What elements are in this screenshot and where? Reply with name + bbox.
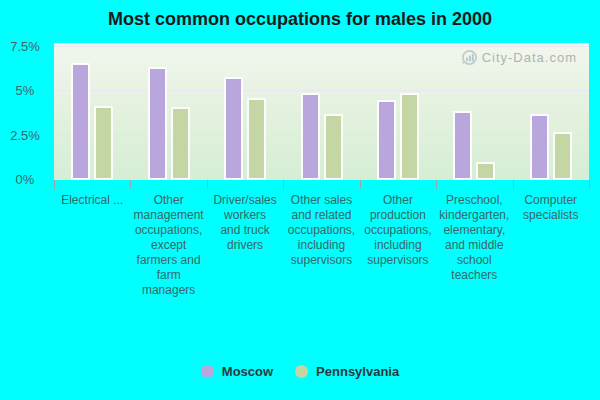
bar-moscow-0 <box>71 63 90 180</box>
plot-area: City-Data.com <box>54 43 589 180</box>
bar-moscow-1 <box>148 67 167 180</box>
gridline <box>54 135 589 136</box>
x-tick-mark <box>589 180 590 189</box>
x-tick-mark <box>513 180 514 189</box>
bar-moscow-2 <box>224 77 243 180</box>
bar-pennsylvania-5 <box>476 162 495 180</box>
legend-dot-icon <box>295 365 308 378</box>
chart: Most common occupations for males in 200… <box>0 0 600 400</box>
y-tick-label: 0% <box>0 172 50 187</box>
x-category-label: Other production occupations, including … <box>360 193 436 268</box>
x-tick-mark <box>283 180 284 189</box>
legend-item-moscow: Moscow <box>201 364 273 379</box>
legend-label: Moscow <box>222 364 273 379</box>
bar-pennsylvania-1 <box>171 107 190 180</box>
gridline <box>54 46 589 47</box>
y-tick-label: 5% <box>0 83 50 98</box>
chart-title: Most common occupations for males in 200… <box>0 9 600 30</box>
y-tick-label: 2.5% <box>0 128 50 143</box>
watermark: City-Data.com <box>461 49 577 66</box>
watermark-text: City-Data.com <box>482 50 577 65</box>
x-category-label: Driver/sales workers and truck drivers <box>207 193 283 253</box>
x-tick-mark <box>130 180 131 189</box>
legend-item-pennsylvania: Pennsylvania <box>295 364 399 379</box>
x-category-label: Computer specialists <box>513 193 589 223</box>
x-tick-mark <box>54 180 55 189</box>
bar-moscow-3 <box>301 93 320 180</box>
bar-pennsylvania-3 <box>324 114 343 180</box>
bar-pennsylvania-2 <box>247 98 266 180</box>
bar-moscow-4 <box>377 100 396 180</box>
x-category-label: Electrical ... <box>54 193 130 208</box>
gridline <box>54 90 589 91</box>
x-category-label: Other sales and related occupations, inc… <box>283 193 359 268</box>
y-tick-label: 7.5% <box>0 39 50 54</box>
x-tick-mark <box>360 180 361 189</box>
legend: Moscow Pennsylvania <box>0 364 600 379</box>
bar-pennsylvania-0 <box>94 106 113 180</box>
legend-dot-icon <box>201 365 214 378</box>
x-tick-mark <box>207 180 208 189</box>
legend-label: Pennsylvania <box>316 364 399 379</box>
x-category-label: Other management occupations, except far… <box>130 193 206 298</box>
citydata-logo-icon <box>461 49 478 66</box>
x-category-label: Preschool, kindergarten, elementary, and… <box>436 193 512 283</box>
bar-moscow-5 <box>453 111 472 180</box>
bar-pennsylvania-4 <box>400 93 419 180</box>
bar-moscow-6 <box>530 114 549 180</box>
bar-pennsylvania-6 <box>553 132 572 180</box>
x-tick-mark <box>436 180 437 189</box>
